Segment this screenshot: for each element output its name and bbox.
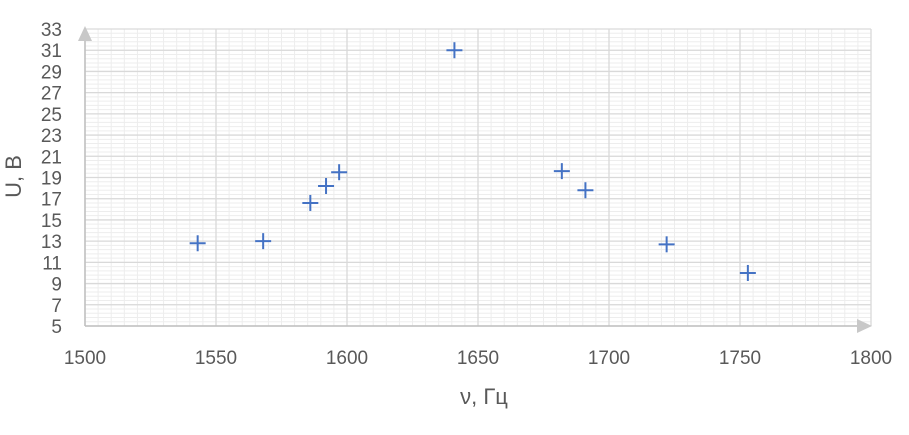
x-tick-labels: 1500 1550 1600 1650 1700 1750 1800	[64, 348, 892, 369]
y-tick-label: 11	[42, 253, 62, 274]
y-tick-label: 15	[41, 211, 62, 232]
axes	[78, 26, 872, 333]
y-tick-label: 7	[51, 296, 62, 317]
y-tick-label: 17	[41, 190, 62, 211]
data-point	[302, 194, 319, 211]
y-tick-label: 33	[41, 20, 62, 41]
y-axis-arrow	[78, 26, 92, 41]
x-tick-label: 1650	[457, 348, 499, 369]
data-point	[553, 163, 570, 180]
data-point	[318, 177, 335, 194]
data-point	[255, 233, 272, 250]
x-axis-arrow	[857, 319, 872, 333]
data-point	[577, 182, 594, 199]
x-tick-label: 1800	[850, 348, 892, 369]
y-tick-label: 27	[41, 84, 62, 105]
y-axis-title: U, В	[1, 155, 26, 198]
x-tick-label: 1750	[719, 348, 761, 369]
y-tick-label: 25	[41, 105, 62, 126]
y-tick-label: 9	[51, 275, 62, 296]
y-tick-label: 29	[41, 62, 62, 83]
y-tick-label: 21	[41, 147, 62, 168]
x-tick-label: 1500	[64, 348, 106, 369]
data-point	[739, 264, 756, 281]
x-tick-label: 1600	[326, 348, 368, 369]
x-tick-label: 1700	[588, 348, 630, 369]
y-tick-label: 19	[41, 169, 62, 190]
y-tick-label: 13	[41, 232, 62, 253]
x-axis-title: ν, Гц	[460, 384, 508, 409]
y-tick-label: 23	[41, 126, 62, 147]
y-tick-label: 5	[51, 317, 62, 338]
y-tick-label: 31	[41, 41, 62, 62]
data-point	[331, 164, 348, 181]
data-point	[446, 42, 463, 59]
data-points	[189, 42, 756, 281]
data-point	[189, 235, 206, 252]
x-tick-label: 1550	[195, 348, 237, 369]
data-point	[658, 236, 675, 253]
